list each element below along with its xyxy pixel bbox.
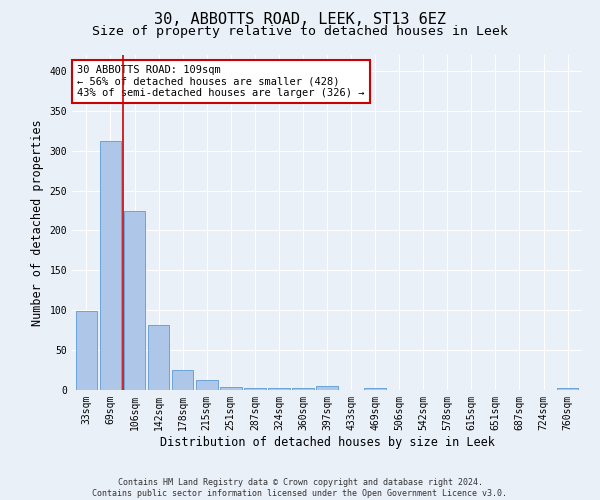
Bar: [268, 388, 290, 390]
Bar: [292, 388, 314, 390]
Bar: [148, 326, 169, 390]
Bar: [244, 388, 266, 390]
Text: Contains HM Land Registry data © Crown copyright and database right 2024.
Contai: Contains HM Land Registry data © Crown c…: [92, 478, 508, 498]
Text: 30, ABBOTTS ROAD, LEEK, ST13 6EZ: 30, ABBOTTS ROAD, LEEK, ST13 6EZ: [154, 12, 446, 28]
Bar: [124, 212, 145, 390]
Text: 30 ABBOTTS ROAD: 109sqm
← 56% of detached houses are smaller (428)
43% of semi-d: 30 ABBOTTS ROAD: 109sqm ← 56% of detache…: [77, 65, 365, 98]
X-axis label: Distribution of detached houses by size in Leek: Distribution of detached houses by size …: [160, 436, 494, 448]
Bar: [76, 311, 97, 390]
Bar: [100, 141, 121, 390]
Bar: [316, 386, 338, 390]
Bar: [220, 387, 242, 390]
Y-axis label: Number of detached properties: Number of detached properties: [31, 119, 44, 326]
Bar: [557, 388, 578, 390]
Bar: [172, 370, 193, 390]
Bar: [364, 388, 386, 390]
Text: Size of property relative to detached houses in Leek: Size of property relative to detached ho…: [92, 25, 508, 38]
Bar: [196, 380, 218, 390]
